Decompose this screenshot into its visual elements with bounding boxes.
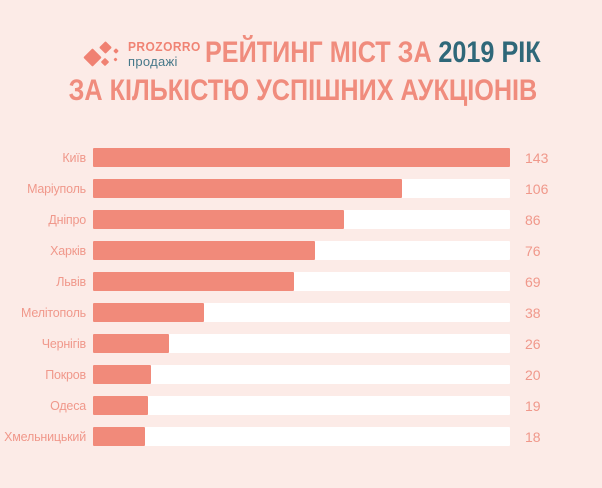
bar-track: [93, 365, 510, 384]
title-line2: ЗА КІЛЬКІСТЮ УСПІШНИХ АУКЦІОНІВ: [68, 74, 538, 107]
bar-value: 106: [525, 180, 549, 197]
chart-row: Київ 143: [0, 142, 602, 173]
bar-label: Покров: [45, 367, 86, 382]
prozorro-logo: PROZORRO продажі: [83, 39, 207, 74]
bar-label: Хмельницький: [4, 429, 86, 444]
bar-label: Маріуполь: [27, 181, 86, 196]
logo-brand: PROZORRO: [128, 39, 201, 54]
bar-label: Харків: [50, 243, 86, 258]
logo-text: PROZORRO продажі: [128, 39, 207, 70]
bar-fill: [93, 210, 344, 229]
bar-value: 26: [525, 335, 541, 352]
bar-value: 69: [525, 273, 541, 290]
logo-subtitle: продажі: [128, 54, 178, 69]
bar-chart: Київ 143 Маріуполь 106 Дніпро 86 Харків 76 Львів…: [0, 142, 602, 452]
bar-fill: [93, 179, 403, 198]
bar-value: 86: [525, 211, 541, 228]
bar-track: [93, 210, 510, 229]
chart-row: Дніпро 86: [0, 204, 602, 235]
chart-row: Львів 69: [0, 266, 602, 297]
bar-value: 19: [525, 397, 541, 414]
bar-track: [93, 303, 510, 322]
chart-rows: Київ 143 Маріуполь 106 Дніпро 86 Харків 76 Львів…: [0, 142, 602, 452]
chart-row: Хмельницький 18: [0, 421, 602, 452]
bar-fill: [93, 365, 152, 384]
bar-fill: [93, 303, 204, 322]
bar-track: [93, 396, 510, 415]
bar-value: 76: [525, 242, 541, 259]
bar-value: 143: [525, 149, 549, 166]
bar-fill: [93, 396, 149, 415]
bar-track: [93, 427, 510, 446]
chart-row: Маріуполь 106: [0, 173, 602, 204]
bar-fill: [93, 334, 169, 353]
bar-value: 38: [525, 304, 541, 321]
prozorro-diamonds-icon: [83, 41, 122, 74]
title-year-highlight: 2019 РІК: [438, 36, 541, 69]
bar-label: Київ: [62, 150, 86, 165]
bar-track: [93, 148, 510, 167]
chart-row: Покров 20: [0, 359, 602, 390]
chart-row: Харків 76: [0, 235, 602, 266]
bar-value: 18: [525, 428, 541, 445]
bar-value: 20: [525, 366, 541, 383]
bar-label: Одеса: [50, 398, 86, 413]
bar-fill: [93, 148, 510, 167]
bar-track: [93, 179, 510, 198]
bar-label: Львів: [56, 274, 86, 289]
bar-fill: [93, 272, 295, 291]
bar-track: [93, 334, 510, 353]
chart-row: Одеса 19: [0, 390, 602, 421]
bar-fill: [93, 427, 146, 446]
bar-label: Чернігів: [41, 336, 86, 351]
title-line1-text: РЕЙТИНГ МІСТ ЗА: [205, 36, 432, 69]
chart-row: Мелітополь 38: [0, 297, 602, 328]
bar-track: [93, 241, 510, 260]
bar-label: Дніпро: [48, 212, 86, 227]
bar-track: [93, 272, 510, 291]
title-line1: РЕЙТИНГ МІСТ ЗА 2019 РІК: [205, 38, 541, 68]
bar-fill: [93, 241, 315, 260]
chart-row: Чернігів 26: [0, 328, 602, 359]
bar-label: Мелітополь: [21, 305, 86, 320]
